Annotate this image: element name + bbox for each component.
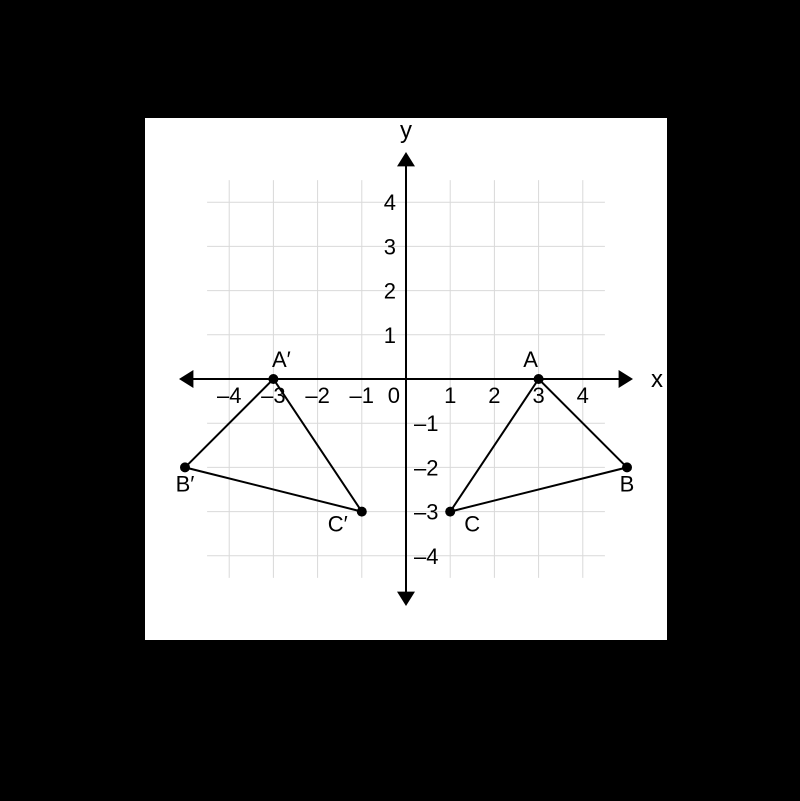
- vertex-point: [357, 507, 367, 517]
- y-tick-label: –2: [414, 455, 438, 480]
- x-tick-label: –1: [350, 383, 374, 408]
- vertex-point: [534, 374, 544, 384]
- vertex-label: B′: [176, 471, 195, 496]
- vertex-point: [445, 507, 455, 517]
- y-tick-label: 2: [384, 279, 396, 304]
- x-tick-label: –2: [305, 383, 329, 408]
- y-axis-label: y: [400, 118, 412, 144]
- y-tick-label: 1: [384, 323, 396, 348]
- x-tick-label: 0: [388, 383, 400, 408]
- x-tick-label: 1: [444, 383, 456, 408]
- y-tick-label: 3: [384, 234, 396, 259]
- coordinate-plane-chart: –4–3–2–1012344321–1–2–3–4xyABCA′B′C′: [145, 118, 667, 640]
- vertex-label: A′: [272, 347, 291, 372]
- chart-panel: –4–3–2–1012344321–1–2–3–4xyABCA′B′C′: [145, 118, 667, 640]
- x-tick-label: 2: [488, 383, 500, 408]
- x-tick-label: 4: [577, 383, 589, 408]
- x-axis-label: x: [651, 366, 663, 393]
- vertex-label: A: [523, 347, 538, 372]
- x-tick-label: –4: [217, 383, 241, 408]
- y-tick-label: –4: [414, 544, 438, 569]
- vertex-label: C: [464, 512, 480, 537]
- y-tick-label: –3: [414, 500, 438, 525]
- y-tick-label: 4: [384, 190, 396, 215]
- vertex-label: B: [620, 471, 635, 496]
- y-tick-label: –1: [414, 411, 438, 436]
- vertex-label: C′: [328, 512, 348, 537]
- vertex-point: [268, 374, 278, 384]
